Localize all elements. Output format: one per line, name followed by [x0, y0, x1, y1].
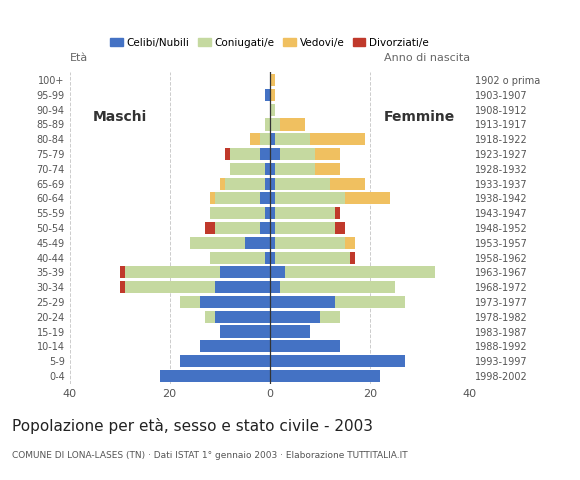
Bar [280, 281, 395, 293]
Bar [270, 370, 380, 382]
Bar [270, 252, 275, 264]
Bar [270, 89, 275, 101]
Bar [270, 207, 275, 219]
Bar [350, 252, 355, 264]
Text: Maschi: Maschi [92, 110, 147, 124]
Bar [264, 89, 270, 101]
Bar [275, 133, 310, 145]
Bar [260, 133, 270, 145]
Bar [335, 222, 345, 234]
Bar [180, 355, 270, 367]
Bar [264, 207, 270, 219]
Bar [119, 266, 125, 278]
Bar [260, 148, 270, 160]
Bar [270, 296, 335, 308]
Bar [270, 192, 275, 204]
Bar [215, 281, 270, 293]
Bar [270, 148, 280, 160]
Bar [205, 222, 215, 234]
Bar [315, 148, 340, 160]
Bar [230, 163, 264, 175]
Bar [270, 74, 275, 86]
Legend: Celibi/Nubili, Coniugati/e, Vedovi/e, Divorziati/e: Celibi/Nubili, Coniugati/e, Vedovi/e, Di… [106, 34, 433, 52]
Bar [275, 163, 315, 175]
Bar [280, 148, 315, 160]
Bar [264, 252, 270, 264]
Bar [270, 119, 280, 131]
Bar [275, 252, 350, 264]
Text: Femmine: Femmine [384, 110, 455, 124]
Bar [200, 340, 270, 352]
Bar [264, 163, 270, 175]
Bar [260, 222, 270, 234]
Text: COMUNE DI LONA-LASES (TN) · Dati ISTAT 1° gennaio 2003 · Elaborazione TUTTITALIA: COMUNE DI LONA-LASES (TN) · Dati ISTAT 1… [12, 451, 407, 460]
Bar [275, 192, 345, 204]
Bar [220, 325, 270, 337]
Bar [200, 296, 270, 308]
Bar [215, 311, 270, 323]
Bar [335, 296, 405, 308]
Bar [270, 355, 405, 367]
Bar [345, 237, 355, 249]
Bar [180, 296, 200, 308]
Bar [270, 325, 310, 337]
Bar [275, 178, 330, 190]
Bar [270, 281, 280, 293]
Text: Popolazione per età, sesso e stato civile - 2003: Popolazione per età, sesso e stato civil… [12, 418, 372, 433]
Bar [310, 133, 365, 145]
Bar [270, 104, 275, 116]
Bar [230, 148, 260, 160]
Bar [224, 178, 264, 190]
Bar [270, 266, 285, 278]
Bar [190, 237, 245, 249]
Bar [275, 222, 335, 234]
Bar [125, 266, 220, 278]
Bar [264, 178, 270, 190]
Text: Età: Età [70, 53, 88, 62]
Bar [264, 119, 270, 131]
Bar [260, 192, 270, 204]
Bar [335, 207, 340, 219]
Bar [315, 163, 340, 175]
Bar [270, 311, 320, 323]
Bar [270, 222, 275, 234]
Bar [330, 178, 365, 190]
Bar [275, 237, 345, 249]
Text: Anno di nascita: Anno di nascita [384, 53, 470, 62]
Bar [285, 266, 435, 278]
Bar [245, 237, 270, 249]
Bar [205, 311, 215, 323]
Bar [160, 370, 270, 382]
Bar [210, 192, 215, 204]
Bar [250, 133, 260, 145]
Bar [270, 163, 275, 175]
Bar [280, 119, 304, 131]
Bar [119, 281, 125, 293]
Bar [270, 237, 275, 249]
Bar [270, 340, 340, 352]
Bar [210, 252, 264, 264]
Bar [220, 178, 224, 190]
Bar [220, 266, 270, 278]
Bar [270, 133, 275, 145]
Bar [210, 207, 264, 219]
Bar [215, 222, 260, 234]
Bar [224, 148, 230, 160]
Bar [320, 311, 340, 323]
Bar [215, 192, 260, 204]
Bar [275, 207, 335, 219]
Bar [345, 192, 390, 204]
Bar [125, 281, 215, 293]
Bar [270, 178, 275, 190]
